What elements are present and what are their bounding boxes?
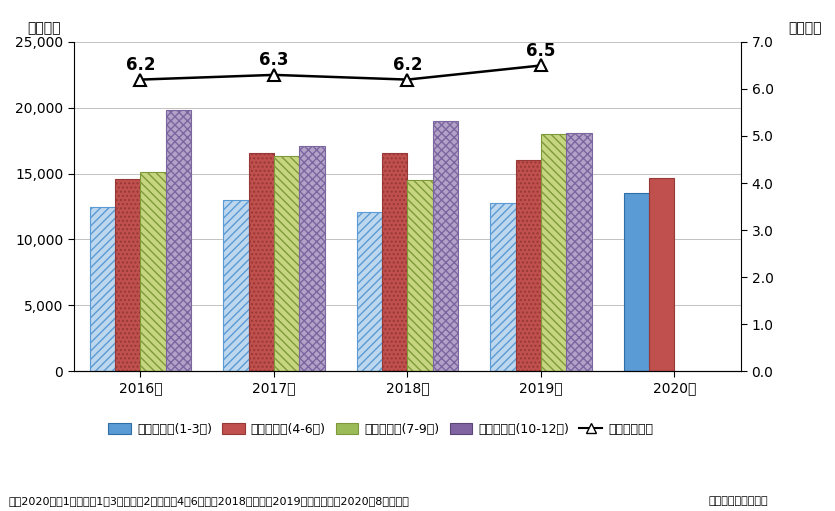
Text: （兆円）: （兆円）	[788, 21, 822, 35]
Bar	[566, 133, 592, 371]
Bar	[433, 121, 458, 371]
Bar	[166, 110, 191, 371]
Bar	[223, 200, 249, 371]
Bar	[490, 202, 515, 371]
Text: 6.2: 6.2	[392, 56, 423, 74]
Bar	[274, 156, 299, 371]
Bar	[140, 172, 166, 371]
Text: 矢野経済研究所調べ: 矢野経済研究所調べ	[709, 496, 768, 506]
Bar	[115, 179, 140, 371]
Bar	[541, 134, 566, 371]
Text: 6.5: 6.5	[526, 42, 555, 60]
Text: 注．2020年第1四半期（1～3月）、第2四半期（4～6月）、2018年、及び2019年は速報値（2020年8月現在）: 注．2020年第1四半期（1～3月）、第2四半期（4～6月）、2018年、及び2…	[8, 496, 409, 506]
Bar	[649, 177, 675, 371]
Bar	[407, 180, 433, 371]
Bar	[624, 193, 649, 371]
Bar	[249, 153, 274, 371]
Bar	[357, 212, 382, 371]
Bar	[515, 160, 541, 371]
Bar	[89, 206, 115, 371]
Bar	[299, 146, 325, 371]
Text: 6.2: 6.2	[126, 56, 155, 74]
Bar	[382, 153, 407, 371]
Legend: 第１四半期(1-3月), 第２四半期(4-6月), 第３四半期(7-9月), 第４四半期(10-12月), 年間市場規模: 第１四半期(1-3月), 第２四半期(4-6月), 第３四半期(7-9月), 第…	[102, 417, 660, 443]
Text: 6.3: 6.3	[259, 51, 289, 69]
Text: （億円）: （億円）	[27, 21, 60, 35]
